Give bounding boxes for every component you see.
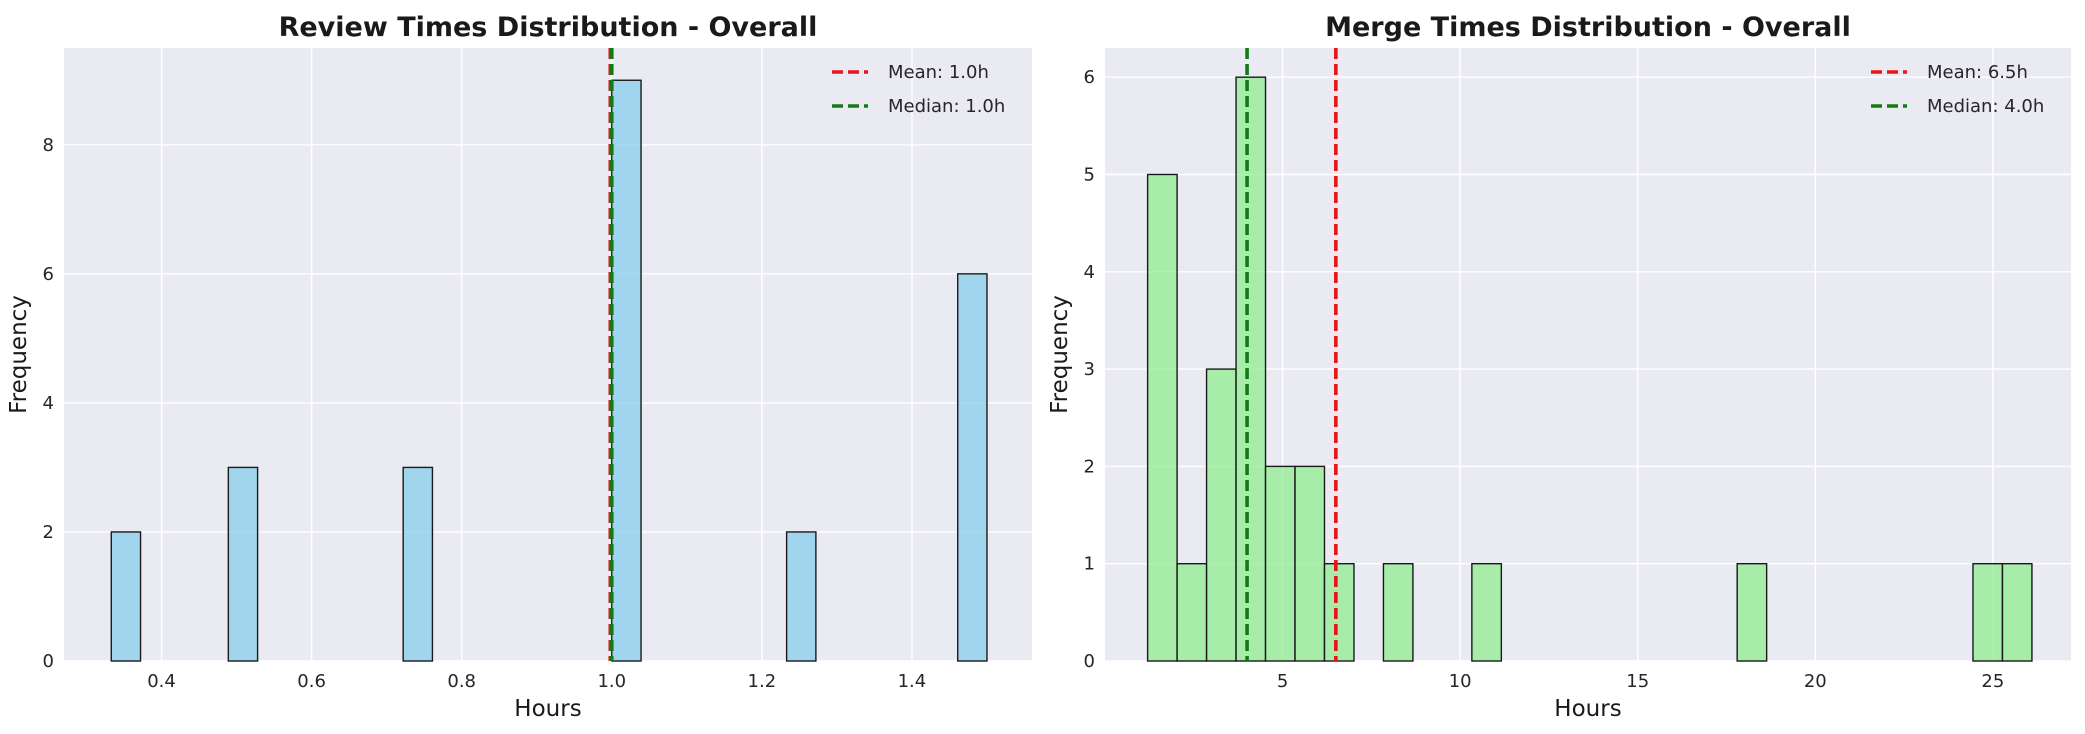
y-tick-label: 3 xyxy=(1084,359,1095,380)
x-tick-label: 0.8 xyxy=(447,671,476,692)
histogram-bar xyxy=(2001,562,2033,662)
y-tick-label: 6 xyxy=(43,264,54,285)
histogram-bar xyxy=(227,466,259,662)
chart-title: Review Times Distribution - Overall xyxy=(279,12,818,43)
y-axis-label: Frequency xyxy=(1047,295,1073,414)
histogram-bar xyxy=(1176,562,1208,662)
legend-mean-label: Mean: 6.5h xyxy=(1927,62,2028,83)
histogram-bar xyxy=(1471,562,1503,662)
merge-times-panel: 5 10 15 20 25 0 1 2 3 4 5 6 Merge Times Distribution… xyxy=(1047,12,2071,722)
x-tick-label: 10 xyxy=(1449,671,1472,692)
x-tick-label: 5 xyxy=(1277,671,1288,692)
histogram-bar xyxy=(1264,465,1296,662)
review-times-panel: 0.4 0.6 0.8 1.0 1.2 1.4 0 2 4 6 8 Review Times Dist… xyxy=(6,12,1032,722)
y-tick-label: 1 xyxy=(1084,554,1095,575)
legend-mean-label: Mean: 1.0h xyxy=(888,62,989,83)
x-tick-label: 25 xyxy=(1981,671,2004,692)
y-tick-label: 2 xyxy=(1084,456,1095,477)
x-axis-label: Hours xyxy=(514,696,581,722)
histogram-bar xyxy=(1323,562,1355,662)
y-tick-label: 0 xyxy=(1084,651,1095,672)
plot-area xyxy=(64,48,1032,661)
histogram-bar xyxy=(1235,76,1267,662)
histogram-bar xyxy=(1205,368,1237,662)
histogram-bar xyxy=(110,531,142,662)
histogram-bar xyxy=(1736,562,1768,662)
x-axis-label: Hours xyxy=(1554,696,1621,722)
y-tick-label: 0 xyxy=(43,651,54,672)
x-tick-label: 15 xyxy=(1626,671,1649,692)
x-tick-label: 1.4 xyxy=(898,671,927,692)
legend-median-label: Median: 4.0h xyxy=(1927,96,2044,117)
x-tick-label: 1.2 xyxy=(748,671,777,692)
y-tick-label: 6 xyxy=(1084,67,1095,88)
y-tick-label: 4 xyxy=(43,393,54,414)
histogram-bar xyxy=(785,531,817,662)
histogram-bar xyxy=(1382,562,1414,662)
histogram-bar xyxy=(402,466,434,662)
histogram-bar xyxy=(1294,465,1326,662)
y-tick-label: 8 xyxy=(43,135,54,156)
x-tick-label: 20 xyxy=(1804,671,1827,692)
y-tick-label: 4 xyxy=(1084,262,1095,283)
histogram-bar xyxy=(957,273,988,662)
x-tick-label: 0.4 xyxy=(147,671,176,692)
histogram-bar xyxy=(1972,562,2004,662)
x-tick-label: 1.0 xyxy=(597,671,626,692)
legend-median-label: Median: 1.0h xyxy=(888,96,1005,117)
y-tick-label: 2 xyxy=(43,522,54,543)
chart-title: Merge Times Distribution - Overall xyxy=(1325,12,1851,43)
histogram-bar xyxy=(611,79,642,662)
y-tick-label: 5 xyxy=(1084,164,1095,185)
y-axis-label: Frequency xyxy=(6,295,32,414)
histogram-bar xyxy=(1146,173,1178,662)
x-tick-label: 0.6 xyxy=(297,671,326,692)
